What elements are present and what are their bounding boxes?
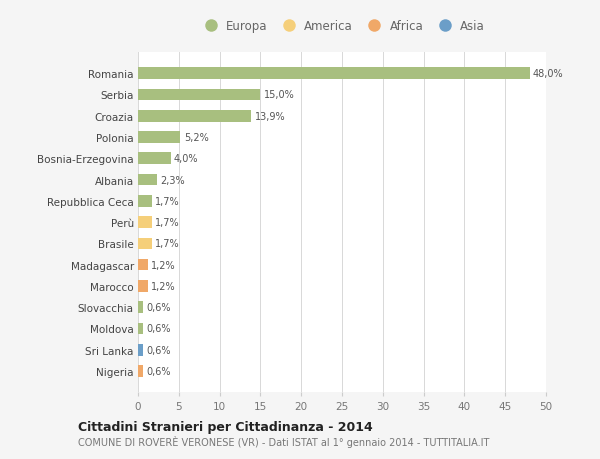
Text: 4,0%: 4,0% [174,154,199,164]
Text: 15,0%: 15,0% [263,90,295,100]
Text: 1,7%: 1,7% [155,196,180,207]
Text: 0,6%: 0,6% [146,302,170,313]
Text: 1,2%: 1,2% [151,260,176,270]
Text: 1,7%: 1,7% [155,239,180,249]
Text: Cittadini Stranieri per Cittadinanza - 2014: Cittadini Stranieri per Cittadinanza - 2… [78,420,373,434]
Bar [138,153,170,165]
Text: 0,6%: 0,6% [146,345,170,355]
Bar [138,323,143,335]
Text: 0,6%: 0,6% [146,324,170,334]
Bar [138,90,260,101]
Bar [138,302,143,313]
Text: COMUNE DI ROVERÈ VERONESE (VR) - Dati ISTAT al 1° gennaio 2014 - TUTTITALIA.IT: COMUNE DI ROVERÈ VERONESE (VR) - Dati IS… [78,435,490,447]
Bar [138,111,251,123]
Text: 5,2%: 5,2% [184,133,208,143]
Text: 1,2%: 1,2% [151,281,176,291]
Bar [138,365,143,377]
Text: 1,7%: 1,7% [155,218,180,228]
Text: 2,3%: 2,3% [160,175,185,185]
Text: 48,0%: 48,0% [533,69,563,79]
Bar [138,259,148,271]
Bar [138,196,152,207]
Bar [138,344,143,356]
Bar [138,238,152,250]
Legend: Europa, America, Africa, Asia: Europa, America, Africa, Asia [199,20,485,33]
Bar [138,217,152,229]
Bar [138,174,157,186]
Text: 13,9%: 13,9% [254,112,286,122]
Text: 0,6%: 0,6% [146,366,170,376]
Bar [138,68,530,80]
Bar [138,132,181,144]
Bar [138,280,148,292]
